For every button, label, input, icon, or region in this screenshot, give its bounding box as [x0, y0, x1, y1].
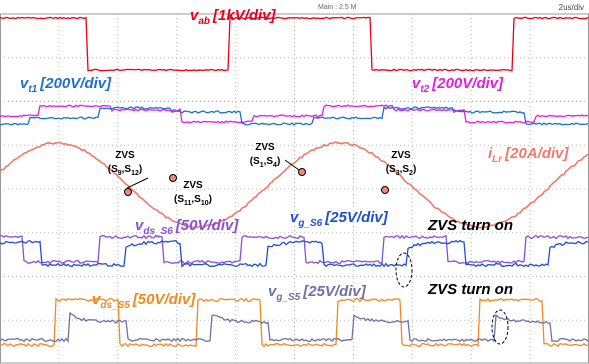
- zvs-label: ZVS: [115, 150, 135, 161]
- subscript: g_S5: [275, 292, 300, 303]
- subscript: ds_S6: [143, 226, 173, 237]
- scale: [200V/div]: [39, 75, 112, 92]
- switch: ): [277, 156, 280, 167]
- zvs-label: ZVS: [255, 142, 275, 153]
- zvs-point: [382, 187, 389, 194]
- scale: [50V/div]: [132, 291, 197, 308]
- scale: [25V/div]: [324, 209, 389, 226]
- switch: (S: [108, 164, 118, 175]
- subscript: ds_S5: [100, 300, 130, 311]
- callout: ZVS turn on: [427, 281, 513, 298]
- switch: ,S: [400, 164, 410, 175]
- scale: [20A/div]: [504, 145, 569, 162]
- scale: [50V/div]: [175, 217, 240, 234]
- switch: ,S: [191, 194, 201, 205]
- timebase: 2us/div: [559, 3, 584, 12]
- subscript: t1: [28, 84, 37, 95]
- subscript: ab: [198, 16, 210, 27]
- subscript: Lr: [492, 154, 503, 165]
- subscript: 12: [131, 170, 139, 177]
- subscript: 11: [184, 200, 192, 207]
- zvs-point: [299, 169, 306, 176]
- zvs-point: [125, 189, 132, 196]
- switch: (S: [250, 156, 260, 167]
- oscilloscope-screenshot: Main : 2.5 M2us/div vab[1kV/div]vt1[200V…: [0, 0, 589, 364]
- zvs-label: ZVS: [183, 180, 203, 191]
- switch: (S: [174, 194, 184, 205]
- subscript: g_S6: [297, 218, 322, 229]
- switch: ,S: [122, 164, 132, 175]
- scale: [200V/div]: [431, 75, 504, 92]
- subscript: t2: [420, 84, 429, 95]
- switch: ,S: [264, 156, 274, 167]
- switch: ): [139, 164, 142, 175]
- switch: (S: [386, 164, 396, 175]
- scale: [1kV/div]: [212, 7, 277, 24]
- switch: ): [209, 194, 212, 205]
- scale: [25V/div]: [302, 283, 367, 300]
- zvs-point: [170, 175, 177, 182]
- callout: ZVS turn on: [427, 217, 513, 234]
- zvs-label: ZVS: [391, 150, 411, 161]
- scope-header: Main : 2.5 M: [318, 4, 357, 11]
- subscript: 10: [201, 200, 209, 207]
- switch: ): [413, 164, 416, 175]
